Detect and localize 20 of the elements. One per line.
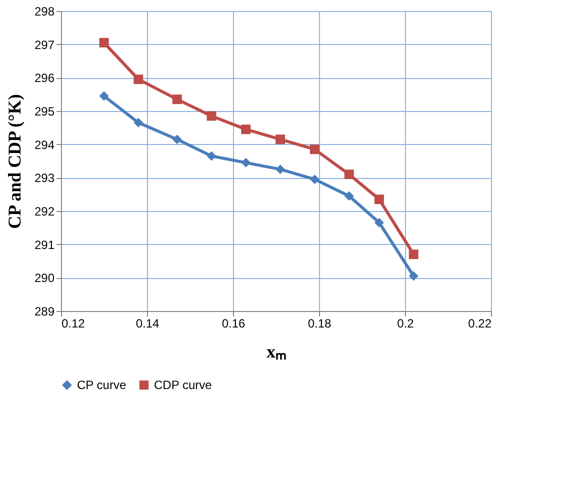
y-tick-label: 294 <box>34 138 55 152</box>
y-tick-label: 293 <box>34 171 55 186</box>
y-axis-title: CP and CDP (°K) <box>4 94 24 229</box>
y-tick-label: 298 <box>34 4 55 18</box>
y-tick-label: 290 <box>34 271 55 286</box>
legend-label: CP curve <box>77 378 126 392</box>
y-tick-label: 295 <box>34 104 55 118</box>
x-tick-label: 0.22 <box>468 316 492 330</box>
y-tick-label: 289 <box>34 304 55 318</box>
y-tick-label: 296 <box>34 71 55 86</box>
y-tick-label: 292 <box>34 204 55 218</box>
x-tick-label: 0.14 <box>136 316 160 330</box>
x-tick-label: 0.16 <box>222 316 246 330</box>
x-axis-title: xₘ <box>266 342 286 362</box>
x-tick-label: 0.12 <box>62 316 86 330</box>
x-tick-label: 0.2 <box>397 316 414 330</box>
y-tick-label: 297 <box>34 38 55 52</box>
y-tick-label: 291 <box>34 238 55 252</box>
x-tick-label: 0.18 <box>308 316 332 330</box>
legend-label: CDP curve <box>154 378 212 392</box>
